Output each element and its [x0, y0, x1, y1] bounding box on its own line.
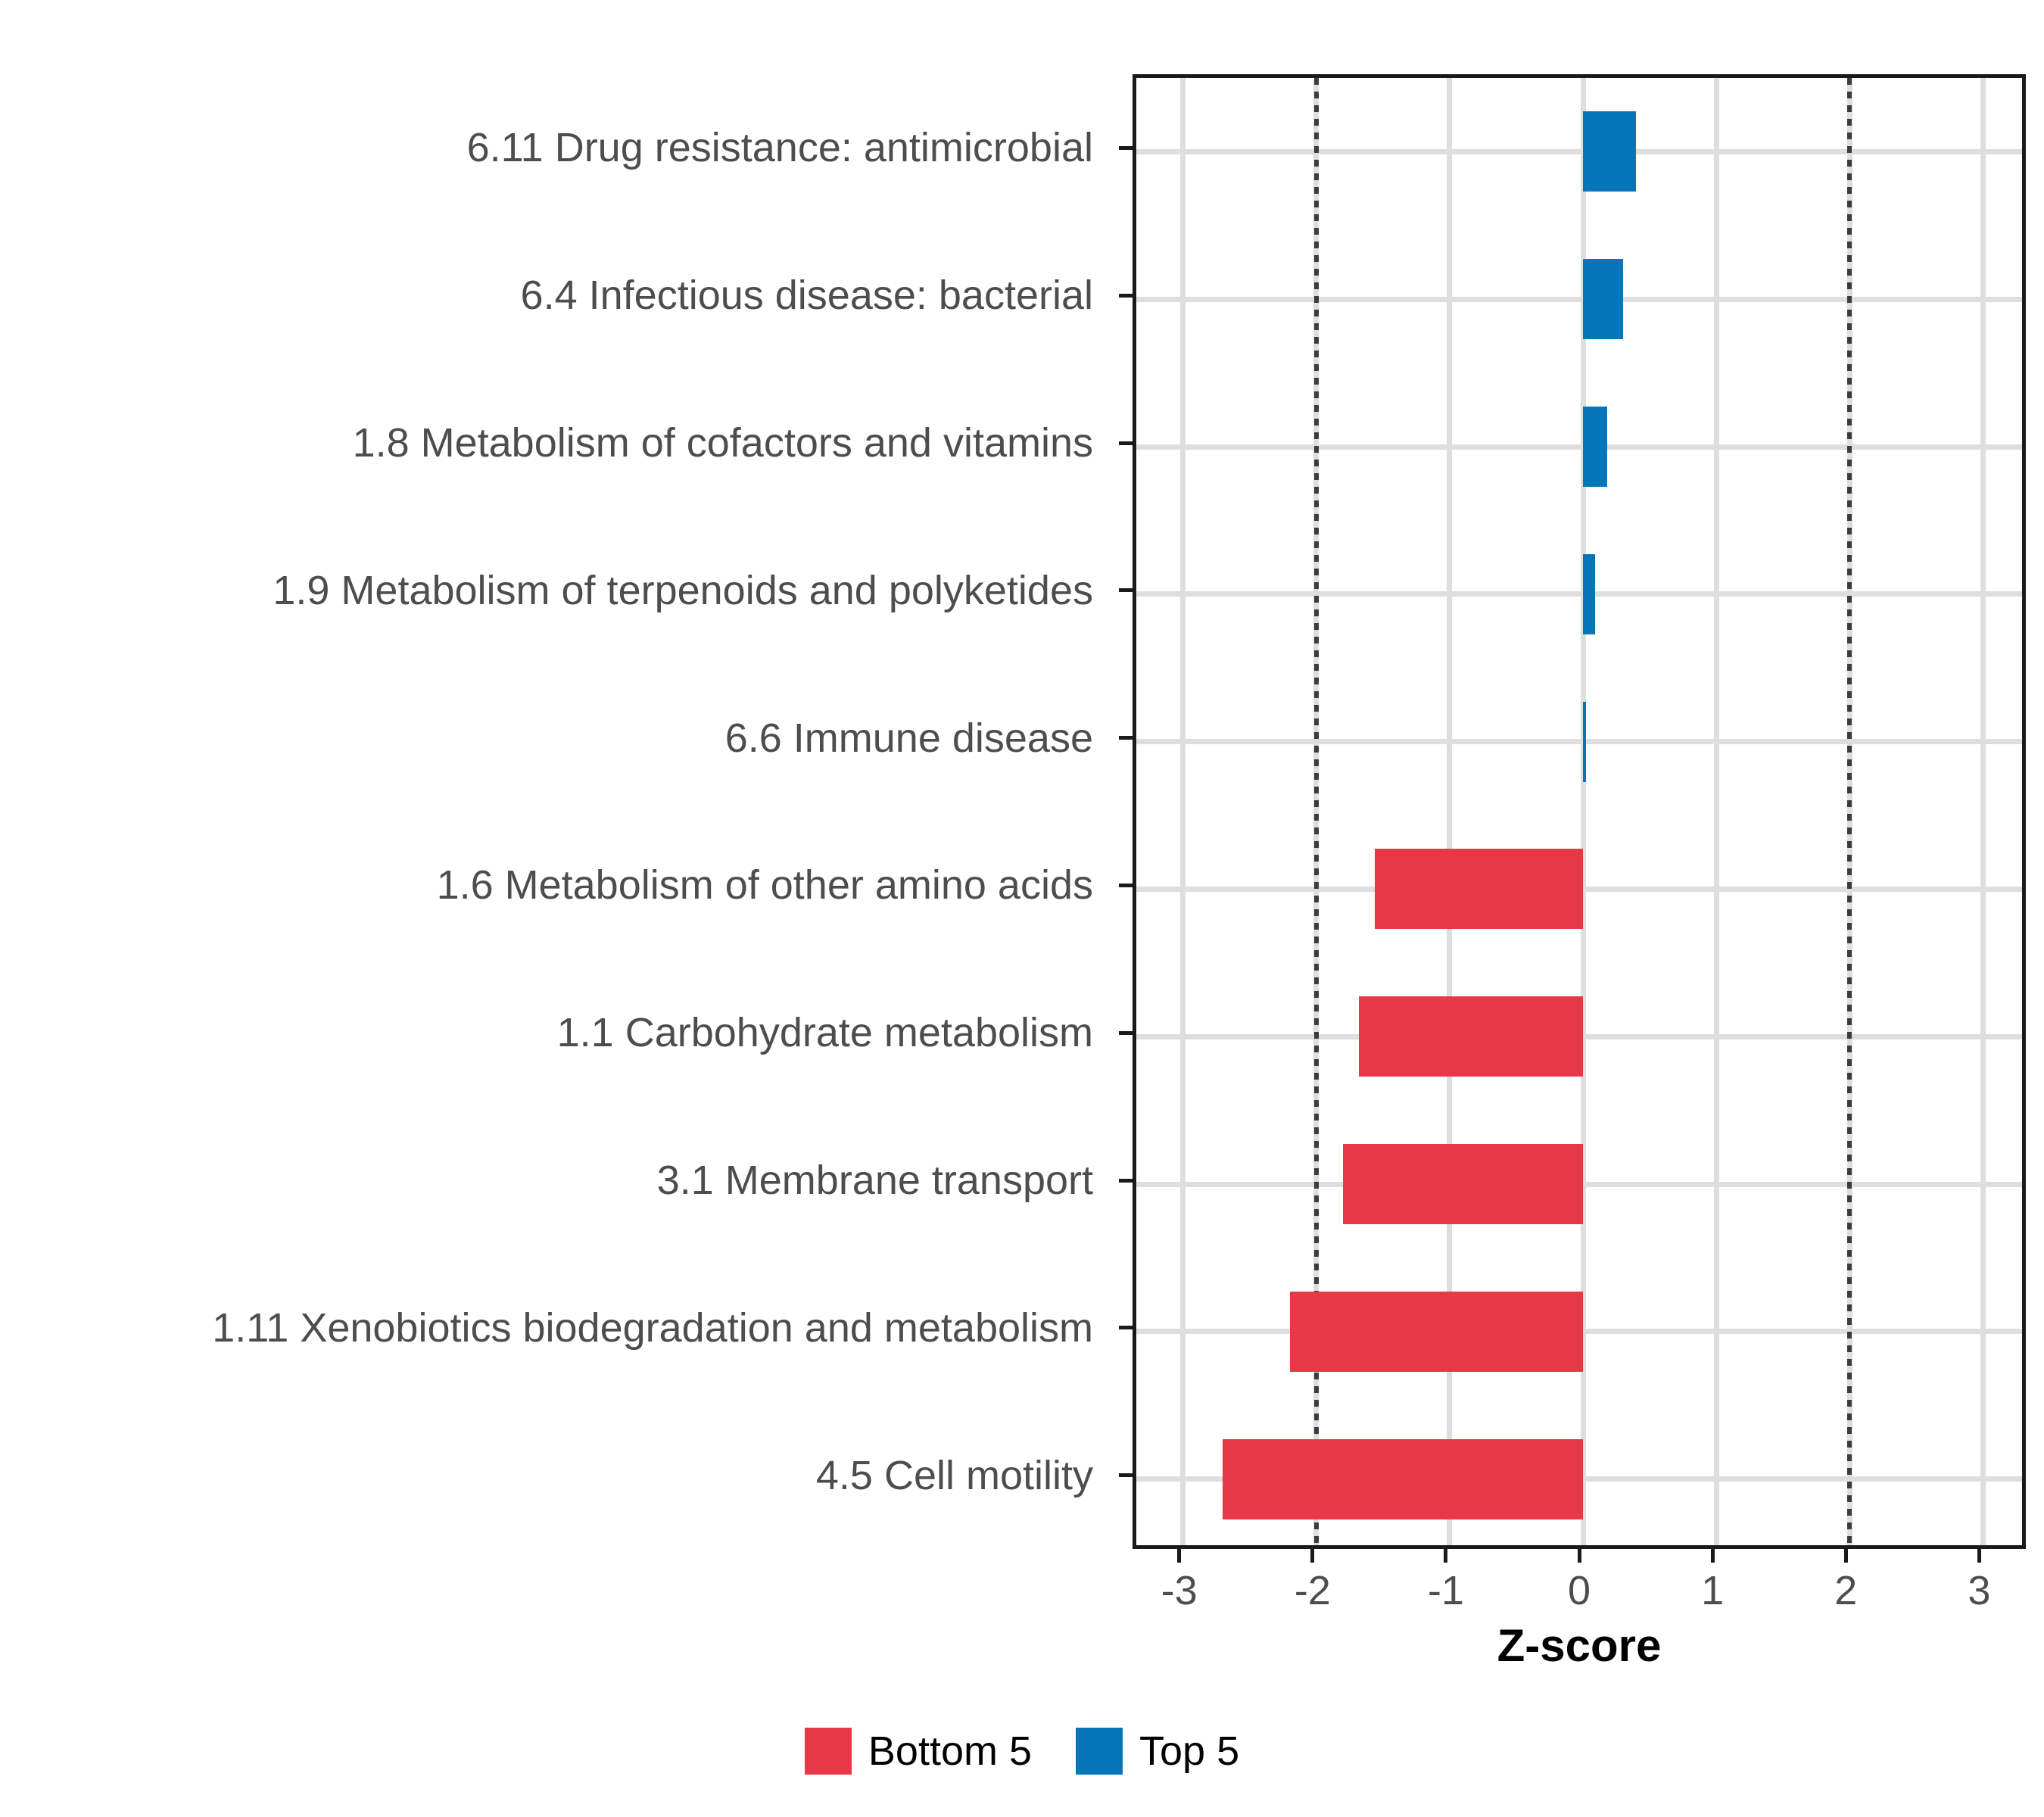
x-axis-title: Z-score [1497, 1620, 1662, 1671]
y-axis-tick-label: 1.9 Metabolism of terpenoids and polyket… [273, 567, 1093, 613]
x-axis-tick-label: 2 [1834, 1568, 1858, 1613]
y-axis-tick-mark [1119, 293, 1133, 298]
y-axis-tick-label: 1.6 Metabolism of other amino acids [436, 862, 1093, 908]
x-gridline [1713, 78, 1719, 1545]
reference-line [1313, 78, 1319, 1545]
y-axis-tick-label: 6.4 Infectious disease: bacterial [520, 273, 1093, 319]
plot-panel-inner [1136, 78, 2022, 1545]
x-axis-tick-label: 3 [1968, 1568, 1991, 1613]
bar [1583, 553, 1595, 634]
y-axis-tick-label: 3.1 Membrane transport [656, 1158, 1093, 1203]
reference-line [1847, 78, 1852, 1545]
y-axis-tick-mark [1119, 588, 1133, 593]
x-axis-tick-mark [1177, 1549, 1182, 1563]
x-gridline [1447, 78, 1453, 1545]
y-axis-tick-mark [1119, 1178, 1133, 1183]
y-axis-tick-label: 4.5 Cell motility [815, 1452, 1093, 1498]
bar [1583, 701, 1586, 782]
legend-entry[interactable]: Top 5 [1076, 1728, 1239, 1775]
x-axis-tick-mark [1710, 1549, 1715, 1563]
x-axis-tick-mark [1310, 1549, 1315, 1563]
y-gridline [1136, 591, 2022, 597]
y-axis-tick-mark [1119, 736, 1133, 740]
y-axis-tick-mark [1119, 145, 1133, 150]
x-gridline [1980, 78, 1986, 1545]
y-gridline [1136, 444, 2022, 450]
x-axis-tick-label: -2 [1294, 1568, 1331, 1613]
x-axis-tick-mark [1843, 1549, 1848, 1563]
bar [1342, 1144, 1583, 1224]
y-axis-tick-label: 1.8 Metabolism of cofactors and vitamins [352, 420, 1093, 466]
y-axis-tick-label: 6.11 Drug resistance: antimicrobial [466, 125, 1093, 171]
legend-entry[interactable]: Bottom 5 [804, 1728, 1032, 1775]
bar [1223, 1438, 1583, 1519]
x-gridline [1580, 78, 1586, 1545]
y-axis-tick-mark [1119, 883, 1133, 887]
plot-panel [1133, 74, 2026, 1549]
x-gridline [1180, 78, 1186, 1545]
x-axis-tick-mark [1977, 1549, 1981, 1563]
y-axis-tick-mark [1119, 1030, 1133, 1035]
y-gridline [1136, 739, 2022, 745]
y-axis-tick-label: 1.11 Xenobiotics biodegradation and meta… [212, 1304, 1093, 1351]
y-gridline [1136, 148, 2022, 154]
bar [1375, 849, 1583, 930]
chart-legend: Bottom 5 Top 5 [0, 1728, 2044, 1775]
x-axis-tick-label: 0 [1567, 1568, 1591, 1613]
legend-color-swatch [804, 1728, 852, 1775]
legend-label: Bottom 5 [868, 1728, 1032, 1774]
x-axis-tick-label: -3 [1161, 1568, 1198, 1613]
legend-color-swatch [1076, 1728, 1123, 1775]
bar [1359, 996, 1583, 1077]
y-axis-tick-label: 6.6 Immune disease [724, 715, 1093, 761]
y-gridline [1136, 296, 2022, 302]
bar [1289, 1291, 1583, 1372]
x-axis-tick-mark [1444, 1549, 1448, 1563]
bar [1583, 111, 1637, 192]
y-axis-tick-mark [1119, 1473, 1133, 1478]
x-axis-tick-mark [1577, 1549, 1581, 1563]
bar [1583, 407, 1607, 487]
x-axis-tick-label: -1 [1427, 1568, 1464, 1613]
y-axis-label-column: 6.11 Drug resistance: antimicrobial 6.4 I… [0, 74, 1113, 1549]
bar [1583, 259, 1623, 340]
y-axis-tick-label: 1.1 Carbohydrate metabolism [556, 1010, 1093, 1056]
y-axis-tick-mark [1119, 1326, 1133, 1330]
x-axis-tick-label: 1 [1701, 1568, 1725, 1613]
y-axis-tick-mark [1119, 441, 1133, 445]
legend-label: Top 5 [1139, 1728, 1240, 1774]
